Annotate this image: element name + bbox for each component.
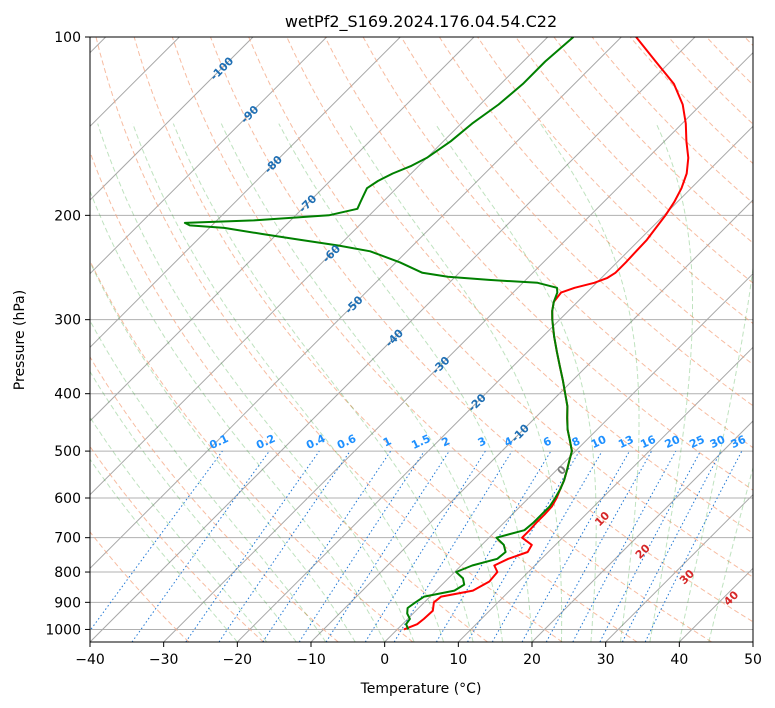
x-tick-label: 0	[380, 652, 389, 668]
isotherm-line	[90, 37, 401, 349]
x-tick-label: −40	[75, 652, 105, 668]
moist-adiabat-line	[90, 370, 297, 642]
x-axis: −40 −30 −20 −10 0 10 20 30 40 50	[75, 642, 762, 668]
x-tick-label: −10	[296, 652, 326, 668]
isotherm-line	[90, 37, 549, 496]
dry-adiabat-line	[553, 37, 753, 244]
dry-adiabat-line	[95, 37, 563, 642]
y-tick-label: 900	[54, 595, 81, 611]
moist-adiabat-line	[708, 465, 753, 642]
isotherm-line	[90, 37, 254, 201]
moist-adiabat-line	[220, 123, 503, 642]
isotherm-line	[384, 272, 753, 642]
y-tick-label: 300	[54, 313, 81, 329]
dry-adiabat-line	[248, 37, 753, 578]
dry-adiabat-line	[133, 37, 638, 642]
isotherm-line	[90, 37, 328, 275]
moist-adiabat-line	[90, 458, 238, 642]
y-axis-title: Pressure (hPa)	[12, 290, 28, 390]
dry-adiabat-line	[90, 150, 488, 642]
dry-adiabat-line	[362, 37, 753, 449]
y-axis: 100 200 300 400 500 600 700 800 900 1000	[45, 30, 90, 638]
x-tick-label: 40	[670, 652, 688, 668]
mixing-ratio-line	[131, 450, 270, 642]
mixing-ratio-label: 25	[687, 433, 706, 451]
dry-adiabat-line	[591, 37, 753, 204]
x-axis-title: Temperature (°C)	[360, 681, 482, 697]
moist-adiabat-line	[539, 123, 640, 642]
mixing-ratio-line	[467, 450, 580, 642]
y-tick-label: 600	[54, 491, 81, 507]
mixing-ratio-line	[435, 450, 552, 642]
x-tick-label: 30	[597, 652, 615, 668]
mixing-ratio-line	[644, 450, 743, 642]
dry-adiabat-line	[400, 37, 753, 407]
moist-adiabat-line	[90, 416, 268, 642]
moist-adiabat-line	[172, 123, 474, 642]
series-lines	[183, 37, 690, 631]
series-line-green	[183, 37, 575, 630]
isotherm-line	[236, 125, 753, 642]
moist-adiabat-line	[278, 123, 533, 642]
background-lines	[90, 37, 753, 642]
moist-adiabat-line	[90, 189, 386, 642]
isotherm-line	[90, 37, 696, 642]
mixing-ratio-label: 10	[589, 433, 609, 451]
dry-adiabat-line	[90, 355, 339, 642]
isotherm-line	[531, 420, 753, 642]
isotherm-line	[90, 37, 622, 570]
isotherm-line	[90, 37, 475, 422]
dry-adiabat-line	[438, 37, 753, 365]
y-tick-label: 100	[54, 30, 81, 46]
isotherm-line	[163, 51, 753, 642]
y-tick-label: 1000	[45, 622, 81, 638]
y-tick-label: 500	[54, 444, 81, 460]
dry-adiabat-line	[171, 37, 712, 642]
dry-adiabat-line	[90, 531, 190, 642]
mixing-ratio-label: 16	[638, 433, 658, 451]
x-tick-label: −30	[149, 652, 179, 668]
moist-adiabat-line	[97, 123, 415, 642]
x-tick-label: 20	[523, 652, 541, 668]
y-tick-label: 700	[54, 531, 81, 547]
dry-adiabat-line	[90, 259, 414, 642]
mixing-ratio-line	[393, 450, 513, 642]
mixing-ratio-label: 20	[663, 433, 683, 451]
y-tick-label: 200	[54, 208, 81, 224]
isotherm-line	[605, 493, 753, 642]
mixing-ratio-line	[262, 450, 392, 642]
mixing-ratio-line	[218, 450, 351, 642]
moist-adiabat-line	[90, 319, 327, 642]
y-tick-label: 400	[54, 387, 81, 403]
mixing-ratio-line	[185, 450, 320, 642]
plot-frame	[89, 36, 754, 643]
mixing-ratio-label: 13	[616, 433, 635, 451]
mixing-ratio-line	[521, 450, 630, 642]
mixing-ratio-label: 30	[708, 433, 728, 451]
x-tick-label: −20	[223, 652, 253, 668]
x-tick-label: 10	[449, 652, 467, 668]
mixing-ratio-line	[545, 450, 653, 642]
mixing-ratio-label: 36	[729, 433, 749, 451]
dry-adiabat-line	[210, 37, 753, 623]
chart-title: wetPf2_S169.2024.176.04.54.C22	[285, 12, 557, 32]
moist-adiabat-line	[678, 264, 753, 642]
moist-adiabat-line	[132, 123, 445, 642]
dry-adiabat-line	[324, 37, 753, 491]
dry-adiabat-line	[286, 37, 753, 534]
y-tick-label: 800	[54, 565, 81, 581]
dry-adiabat-line	[477, 37, 753, 325]
x-tick-label: 50	[744, 652, 762, 668]
mixing-ratio-line	[491, 450, 603, 642]
isotherm-line	[457, 346, 753, 642]
moist-adiabat-line	[649, 123, 693, 642]
